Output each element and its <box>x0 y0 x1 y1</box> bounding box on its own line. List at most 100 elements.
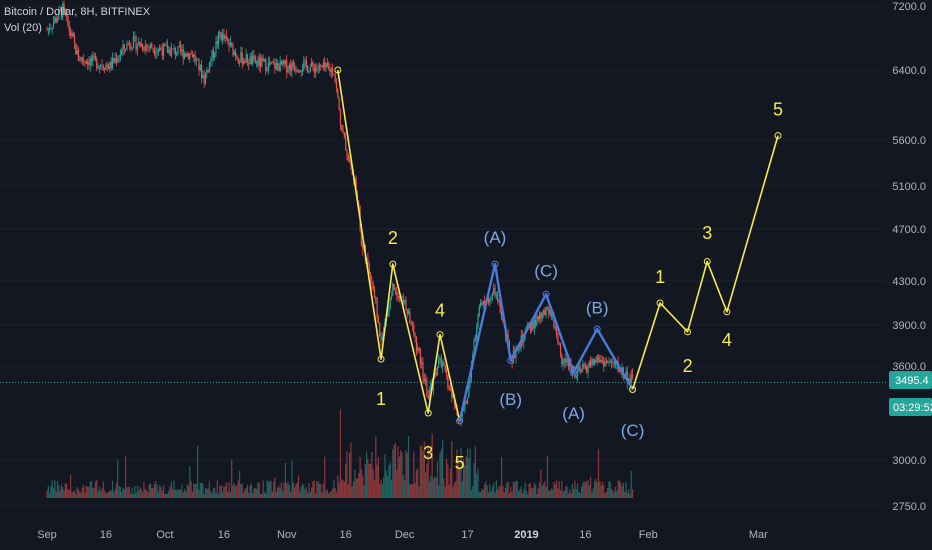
candle-body <box>452 395 454 398</box>
volume-bar <box>51 480 53 498</box>
y-tick-label-2: 3600.0 <box>892 361 926 373</box>
volume-bar <box>575 488 577 498</box>
volume-bar <box>531 488 533 498</box>
volume-bar <box>199 482 201 498</box>
candle-body <box>293 67 296 71</box>
volume-bar <box>77 489 80 498</box>
candle-body <box>156 50 158 54</box>
candle-body <box>565 358 567 363</box>
candle-body <box>291 62 293 71</box>
volume-bar <box>613 492 615 498</box>
volume-bar <box>307 493 309 498</box>
candle-body <box>58 9 60 19</box>
volume-bar <box>144 488 146 498</box>
grid <box>0 5 886 507</box>
volume-bar <box>609 481 611 498</box>
candle-body <box>88 61 90 66</box>
candle-body <box>341 124 343 129</box>
volume-bar <box>148 484 150 498</box>
volume-bar <box>570 492 572 498</box>
volume-bar <box>385 470 387 498</box>
volume-bar <box>622 483 624 498</box>
candle-body <box>372 284 374 289</box>
volume-bar <box>503 492 505 498</box>
volume-bar <box>218 493 220 498</box>
volume-bar <box>303 484 305 498</box>
price-axis[interactable]: 2750.0 3000.0 3600.0 3900.0 4300.0 4700.0 5100… <box>892 1 926 513</box>
volume-bar <box>514 482 516 498</box>
candle-body <box>181 49 183 52</box>
volume-bar <box>142 492 144 498</box>
candle-body <box>216 41 218 45</box>
volume-bar <box>55 491 57 498</box>
candle-body <box>263 59 266 61</box>
volume-bar <box>419 446 421 498</box>
volume-bar <box>136 485 138 498</box>
time-axis[interactable]: Sep 16 Oct 16 Nov 16 Dec 17 2019 16 Feb Mar <box>37 529 768 541</box>
candle-body <box>318 64 321 69</box>
candle-body <box>476 328 478 340</box>
volume-bar <box>381 484 383 498</box>
candle-body <box>358 202 360 206</box>
volume-bar <box>384 454 386 498</box>
candle-body <box>535 320 537 326</box>
volume-bar <box>59 490 61 498</box>
volume-bar <box>373 480 376 498</box>
volume-bar <box>138 490 140 498</box>
impulse-wave-line-pivot-0 <box>334 66 342 74</box>
volume-bar <box>452 486 454 498</box>
price-tags: 3495.4 03:29:52 <box>889 371 932 416</box>
candle-body <box>480 303 482 307</box>
candle-body <box>83 60 85 62</box>
candle-body <box>575 376 577 378</box>
candle-body <box>94 56 97 59</box>
candle-body <box>342 128 344 134</box>
volume-bar <box>394 443 397 498</box>
candle-body <box>578 366 580 372</box>
volume-bar <box>269 480 271 498</box>
volume-bar <box>185 491 187 498</box>
candle-body <box>172 48 174 50</box>
volume-indicator-label[interactable]: Vol (20) <box>4 22 42 34</box>
candle-body <box>89 58 91 66</box>
candle-body <box>538 313 541 320</box>
candle-body <box>288 64 290 70</box>
volume-bar <box>351 486 353 498</box>
candle-body <box>246 54 249 64</box>
candle-body <box>381 336 383 341</box>
candle-body <box>262 58 264 61</box>
candle-body <box>519 345 521 348</box>
volume-bar <box>414 483 416 498</box>
candle-body <box>69 31 72 36</box>
candle-body <box>603 360 605 367</box>
candle-body <box>599 359 601 363</box>
candle-body <box>215 41 217 53</box>
candle-body <box>290 64 292 71</box>
volume-bar <box>574 480 576 498</box>
candle-body <box>100 65 102 66</box>
candle-body <box>80 57 82 61</box>
candle-body <box>436 367 438 376</box>
volume-bar <box>160 486 162 498</box>
candle-body <box>494 288 496 296</box>
volume-bar <box>156 484 158 498</box>
volume-bar <box>563 490 566 498</box>
candle-body <box>66 14 68 16</box>
volume-bar <box>453 482 456 498</box>
volume-bar <box>181 484 183 498</box>
volume-bar <box>102 481 104 498</box>
candle-body <box>335 81 338 89</box>
candle-body <box>76 49 78 55</box>
candle-body <box>169 49 171 56</box>
volume-bar <box>197 445 199 498</box>
candle-body <box>235 51 237 57</box>
candle-body <box>398 296 400 299</box>
candle-body <box>629 378 631 383</box>
volume-bar <box>406 453 408 498</box>
candle-body <box>497 294 499 301</box>
candle-body <box>225 35 228 39</box>
volume-bar <box>288 484 290 498</box>
symbol-title[interactable]: Bitcoin / Dollar, 8H, BITFINEX <box>4 6 151 18</box>
candle-body <box>245 54 247 63</box>
